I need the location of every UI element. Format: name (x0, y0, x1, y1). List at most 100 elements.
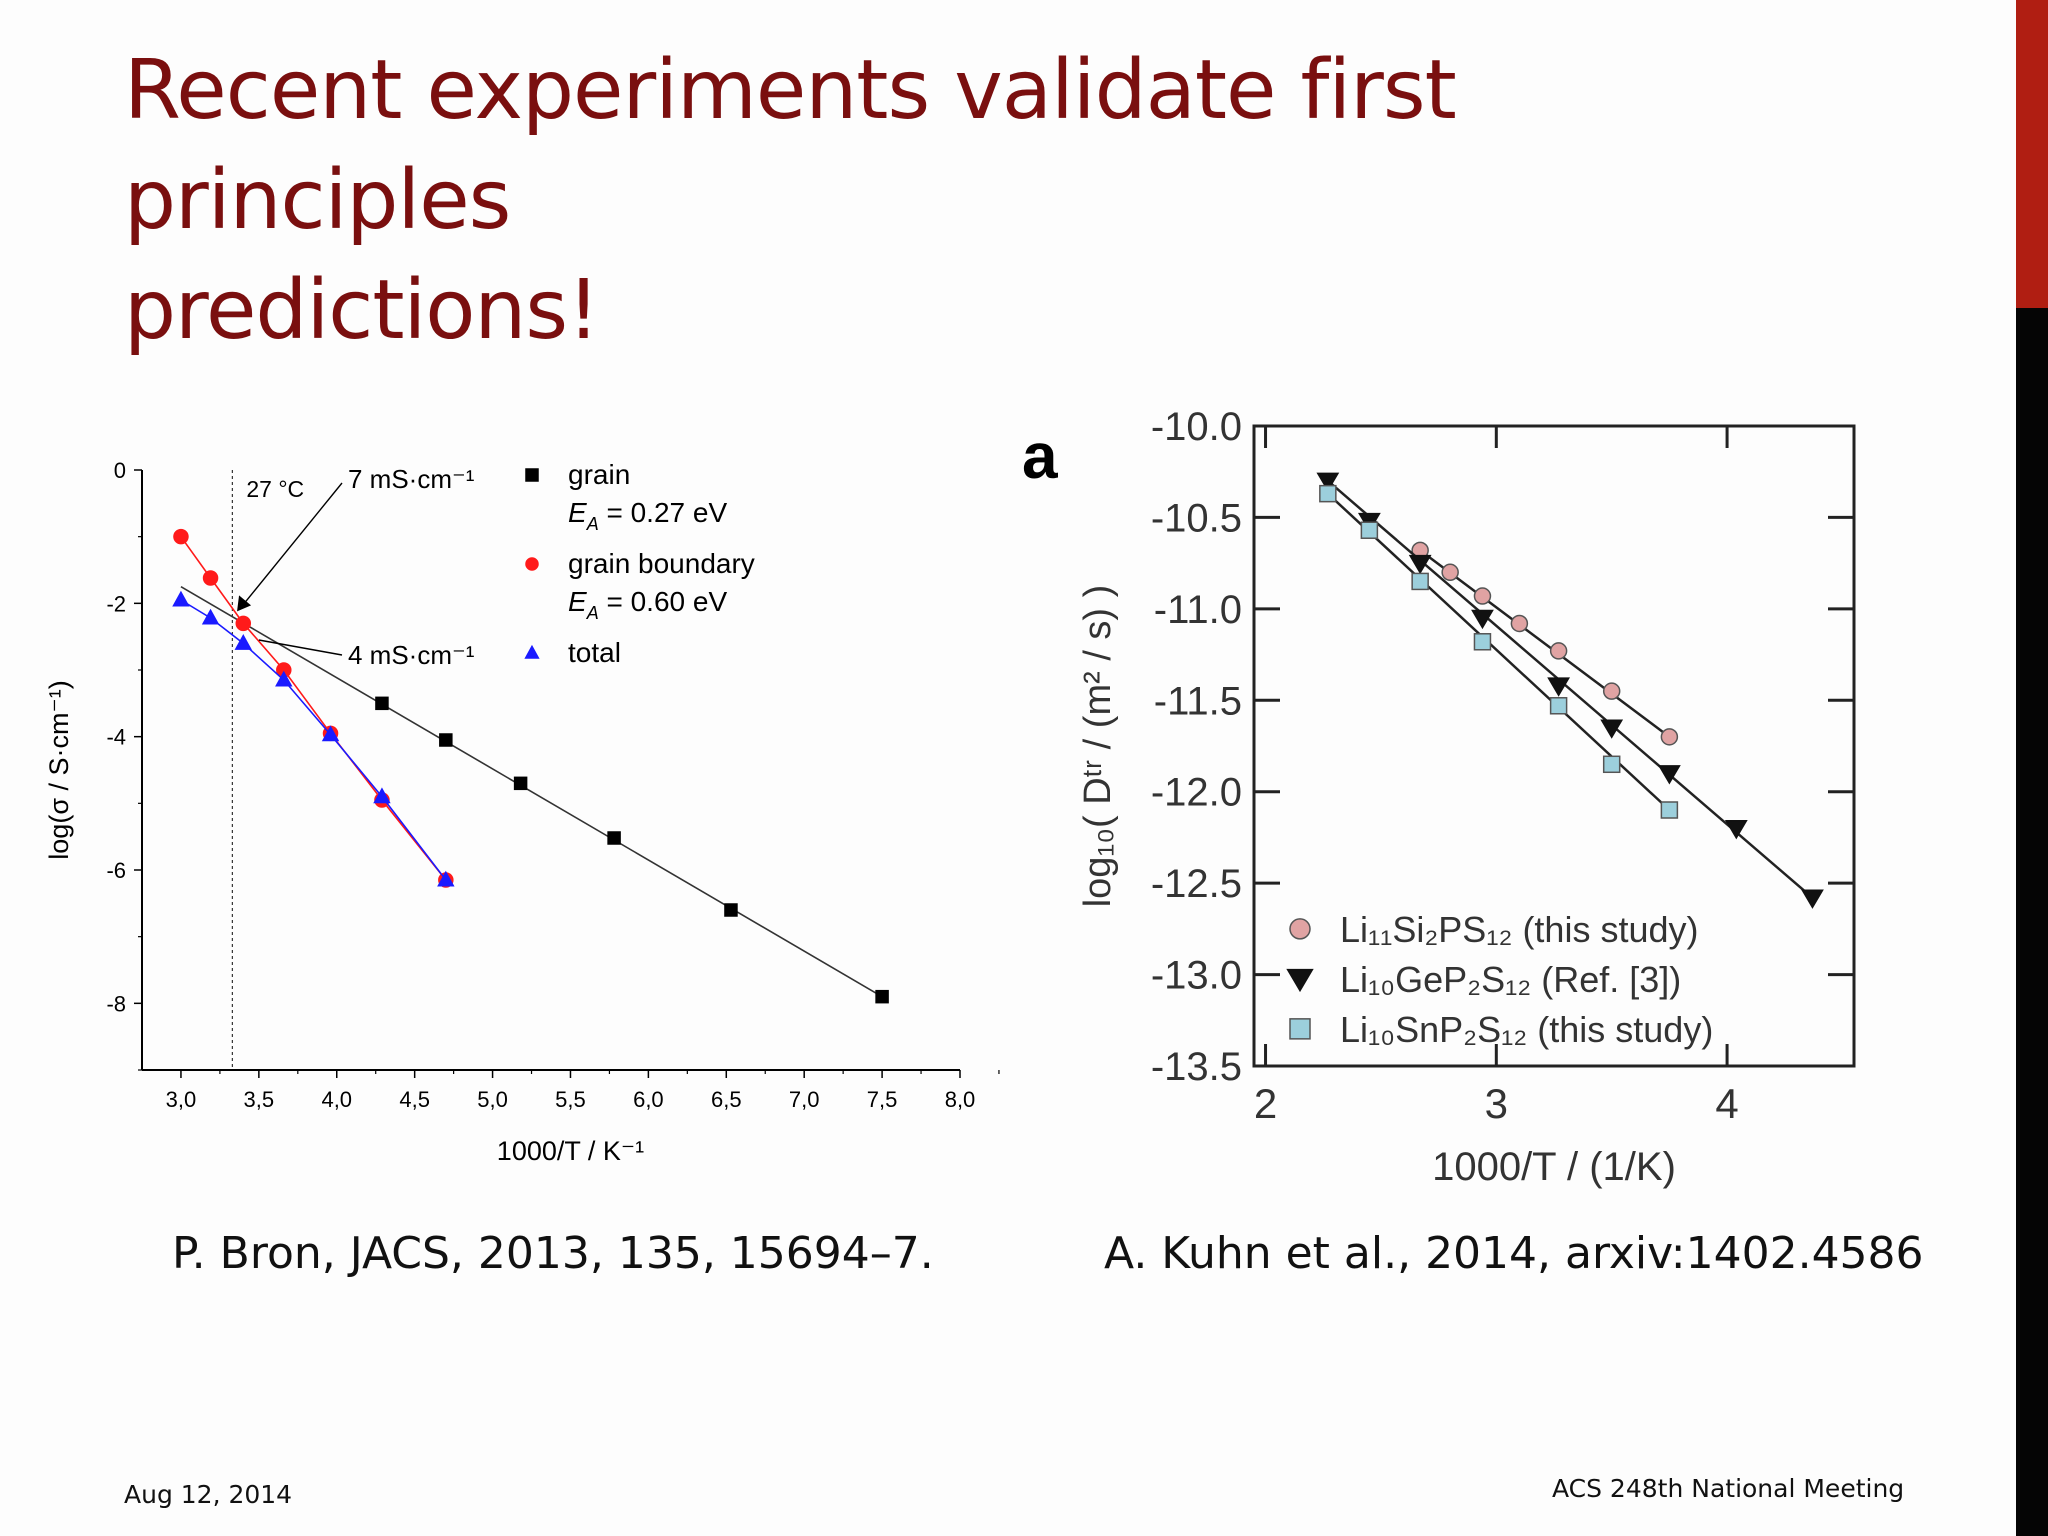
panel-label: a (1022, 420, 1058, 492)
chart-diffusivity-svg: a -10.0 -10.5 -11.0 -11.5 -12.0 -12.5 -13.0 -13.… (1022, 410, 1856, 1189)
slide-title-line-1: Recent experiments validate first princi… (124, 43, 1457, 248)
y-tick-label: -10.0 (1151, 410, 1242, 449)
grain-point (607, 831, 621, 845)
accent-bar-red (2016, 0, 2048, 308)
x-axis-label: 1000/T / (1/K) (1432, 1145, 1676, 1189)
data-point (1471, 609, 1494, 630)
data-point (1602, 682, 1621, 700)
accent-bar-black (2016, 308, 2048, 1536)
y-tick-label: -2 (106, 591, 126, 616)
legend-label: Li₁₁Si₂PS₁₂ (this study) (1340, 909, 1699, 950)
grain-point (375, 696, 389, 711)
legend-marker (1286, 968, 1314, 993)
fit-line (1327, 479, 1814, 899)
footer-event: ACS 248th National Meeting (1552, 1474, 1905, 1503)
data-point (1801, 889, 1824, 909)
data-point (1549, 697, 1568, 715)
grain-point (439, 733, 453, 747)
x-tick-label: 3 (1485, 1080, 1508, 1127)
y-tick-label: -10.5 (1151, 496, 1242, 540)
legend-marker (524, 644, 540, 659)
chart-diffusivity: a -10.0 -10.5 -11.0 -11.5 -12.0 -12.5 -13.0 -13.… (1010, 410, 1880, 1210)
y-tick-label: -12.5 (1151, 862, 1242, 906)
y-tick-label: -13.0 (1151, 954, 1242, 998)
data-point (1411, 572, 1429, 591)
x-tick-label: 3,5 (244, 1087, 275, 1112)
slide-title-line-2: predictions! (124, 263, 600, 358)
data-point (1657, 765, 1681, 785)
x-tick-label: 7,0 (789, 1087, 820, 1112)
chart-conductivity-svg: 3,0 3,5 4,0 4,5 5,0 5,5 6,0 6,5 7,0 7,5 8,0 0 -2 -4 -6… (44, 458, 1000, 1166)
grain-boundary-point (202, 570, 219, 586)
y-axis-label: log₁₀( Dᵗʳ / (m² / s) ) (1077, 585, 1119, 908)
total-point (321, 725, 340, 742)
x-tick-label: 7,5 (867, 1087, 898, 1112)
citation-right: A. Kuhn et al., 2014, arxiv:1402.4586 (1104, 1228, 1924, 1279)
y-tick-label: -6 (106, 858, 126, 883)
legend-label: grain boundary (568, 548, 755, 579)
chart-conductivity: 3,0 3,5 4,0 4,5 5,0 5,5 6,0 6,5 7,0 7,5 8,0 0 -2 -4 -6… (30, 440, 1000, 1180)
y-tick-label: -8 (106, 991, 126, 1016)
x-tick-label: 5,5 (555, 1087, 586, 1112)
plot-frame (1252, 424, 1856, 1068)
data-point (1600, 719, 1624, 739)
temperature-label: 27 °C (246, 476, 304, 502)
x-tick-label: 6,0 (633, 1087, 664, 1112)
grain-fit-line (180, 585, 883, 998)
legend-marker (1289, 918, 1311, 940)
total-point (172, 590, 190, 607)
data-point (1602, 755, 1621, 774)
annotation-arrowhead (237, 595, 252, 612)
legend-label: Li₁₀GeP₂S₁₂ (Ref. [3]) (1340, 959, 1681, 1000)
legend-sublabel: EA = 0.27 eV (568, 497, 727, 534)
total-point (234, 634, 252, 650)
data-point (1549, 642, 1568, 660)
grain-boundary-point (235, 615, 252, 632)
x-tick-label: 6,5 (711, 1087, 742, 1112)
y-tick-label: 0 (114, 458, 126, 483)
y-tick-label: -12.0 (1151, 771, 1242, 815)
annotation-line-4ms (258, 639, 343, 656)
fit-line (1419, 549, 1671, 738)
legend-marker (525, 557, 539, 571)
x-tick-label: 3,0 (166, 1087, 197, 1112)
legend-sublabel: EA = 0.60 eV (568, 586, 727, 623)
data-point (1360, 521, 1379, 539)
data-point (1408, 554, 1432, 575)
y-tick-label: -11.0 (1154, 588, 1242, 632)
total-point (201, 608, 220, 625)
legend-label: total (568, 637, 621, 668)
data-point (1510, 614, 1529, 633)
y-tick-label: -13.5 (1151, 1045, 1242, 1089)
x-tick-label: 8,0 (945, 1087, 976, 1112)
data-point (1724, 820, 1748, 840)
slide-title: Recent experiments validate first princi… (124, 36, 1824, 366)
x-tick-label: 4,5 (399, 1087, 430, 1112)
data-point (1660, 801, 1679, 819)
grain-point (513, 776, 528, 791)
grain-boundary-point (173, 528, 189, 545)
data-point (1660, 728, 1679, 746)
y-axis-label: log(σ / S·cm⁻¹) (44, 680, 74, 859)
legend-label: grain (568, 459, 630, 490)
x-tick-label: 5,0 (477, 1087, 508, 1112)
grain-point (724, 903, 738, 917)
y-tick-label: -4 (106, 725, 126, 750)
data-point (1319, 484, 1337, 503)
total-point (437, 870, 455, 887)
grain-point (875, 989, 889, 1004)
total-point (275, 670, 293, 687)
citation-left: P. Bron, JACS, 2013, 135, 15694–7. (172, 1228, 934, 1279)
data-point (1473, 587, 1492, 605)
x-tick-label: 4 (1715, 1080, 1738, 1127)
x-axis-label: 1000/T / K⁻¹ (497, 1136, 644, 1166)
annotation-4ms: 4 mS·cm⁻¹ (348, 640, 475, 670)
annotation-7ms: 7 mS·cm⁻¹ (348, 464, 475, 494)
legend-marker (1289, 1018, 1311, 1040)
y-tick-label: -11.5 (1154, 679, 1242, 723)
footer-date: Aug 12, 2014 (124, 1480, 293, 1509)
total-point (373, 787, 391, 804)
data-point (1441, 563, 1459, 582)
data-point (1547, 677, 1571, 697)
data-point (1473, 633, 1492, 651)
